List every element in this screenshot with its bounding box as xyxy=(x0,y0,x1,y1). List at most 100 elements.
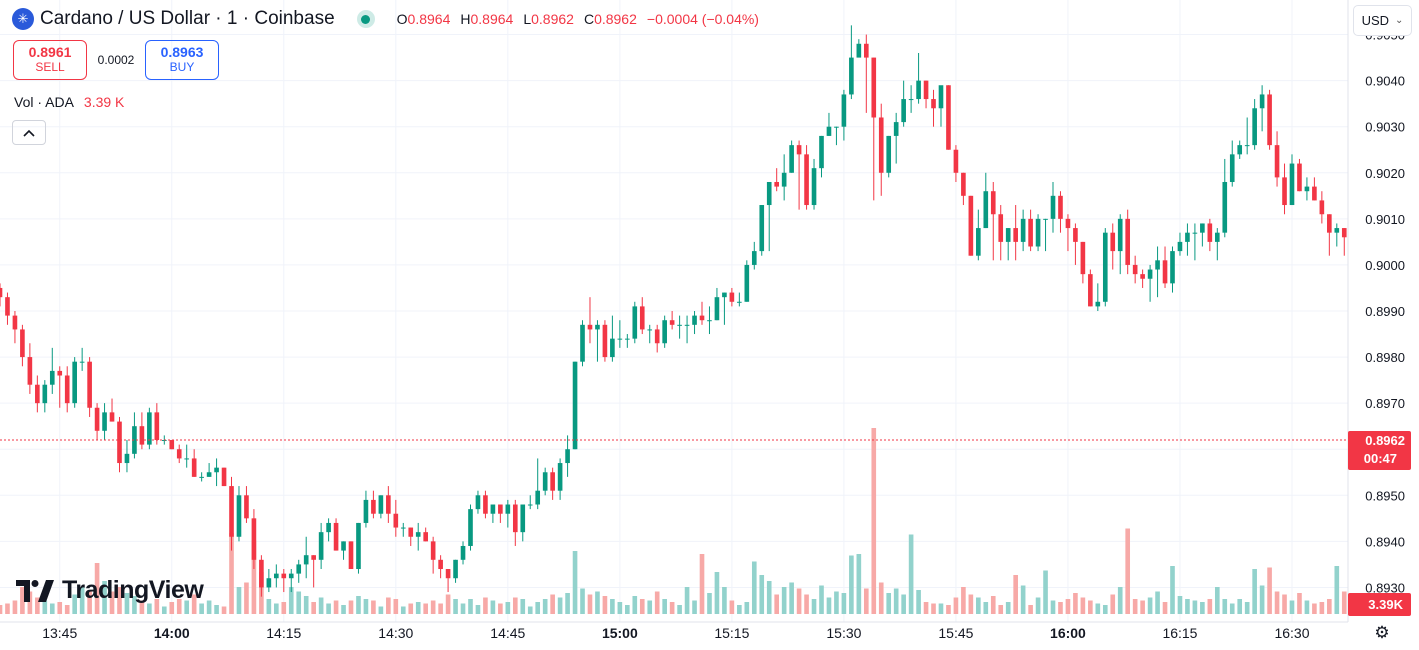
volume-bar xyxy=(1132,599,1138,614)
candle-body xyxy=(176,449,182,459)
volume-legend[interactable]: Vol · ADA 3.39 K xyxy=(14,94,124,110)
high-value: 0.8964 xyxy=(470,11,514,27)
candle-body xyxy=(221,467,227,487)
close-label: C xyxy=(583,11,595,27)
volume-bar xyxy=(199,603,204,614)
candle-body xyxy=(1185,232,1190,242)
volume-bar xyxy=(1185,599,1190,614)
candle-body xyxy=(1020,218,1026,242)
volume-bars xyxy=(0,428,1347,614)
candle-body xyxy=(1110,232,1116,252)
candle-body xyxy=(1147,269,1153,279)
candle-body xyxy=(1319,200,1325,215)
candle-body xyxy=(20,329,25,358)
candle-body xyxy=(707,320,712,322)
price-axis[interactable]: 0.89300.89400.89500.89600.89700.89800.89… xyxy=(1365,28,1405,596)
currency-select[interactable]: USD ⌄ xyxy=(1353,5,1412,36)
volume-bar xyxy=(206,600,212,614)
sell-button[interactable]: 0.8961 SELL xyxy=(13,40,87,80)
candle-body xyxy=(1028,218,1033,247)
candle-body xyxy=(789,145,794,173)
time-axis[interactable]: 13:45 14:00 14:15 14:30 14:45 15:00 15:15 15:30… xyxy=(42,625,1309,641)
candle-body xyxy=(124,453,130,464)
gear-icon[interactable]: ⚙ xyxy=(1374,623,1390,642)
time-tick-label: 14:45 xyxy=(490,625,525,641)
volume-bar xyxy=(64,605,70,614)
volume-bar xyxy=(1244,602,1250,614)
candle-body xyxy=(677,324,682,326)
collapse-legend-button[interactable] xyxy=(12,120,46,145)
volume-bar xyxy=(1050,600,1056,614)
volume-bar xyxy=(1095,603,1101,614)
candle-body xyxy=(759,205,765,252)
volume-bar xyxy=(288,587,294,614)
tradingview-brand: TradingView xyxy=(62,576,204,604)
volume-bar xyxy=(87,590,92,614)
candle-body xyxy=(871,57,877,118)
candle-body xyxy=(288,573,294,579)
volume-bar xyxy=(744,602,750,614)
candle-body xyxy=(796,145,802,155)
chevron-down-icon: ⌄ xyxy=(1395,15,1404,26)
candle-body xyxy=(259,559,264,588)
buy-button[interactable]: 0.8963 BUY xyxy=(145,40,219,80)
candle-body xyxy=(1088,274,1093,307)
candle-body xyxy=(139,426,145,445)
volume-bar xyxy=(20,587,25,614)
candle-body xyxy=(72,361,77,404)
volume-bar xyxy=(117,587,122,614)
volume-bar xyxy=(1073,593,1078,614)
volume-bar xyxy=(766,581,772,614)
candle-body xyxy=(938,85,944,109)
volume-bar xyxy=(841,593,847,614)
volume-bar xyxy=(774,594,780,614)
cardano-icon: ✳ xyxy=(12,8,34,30)
time-tick-label: 14:30 xyxy=(378,625,413,641)
candle-body xyxy=(602,324,608,358)
candle-body xyxy=(191,458,197,477)
price-tick-label: 0.8970 xyxy=(1365,396,1405,411)
volume-bar xyxy=(460,603,466,614)
volume-bar xyxy=(692,600,697,614)
volume-bar xyxy=(42,600,48,614)
volume-bar xyxy=(677,605,682,614)
volume-bar xyxy=(161,606,167,614)
volume-bar xyxy=(176,599,182,614)
candle-body xyxy=(1327,214,1332,233)
volume-bar xyxy=(931,603,936,614)
volume-bar xyxy=(214,605,219,614)
candle-body xyxy=(819,135,824,169)
tradingview-logo[interactable]: TradingView xyxy=(16,576,204,605)
close-value: 0.8962 xyxy=(594,11,637,27)
candle-body xyxy=(617,338,623,340)
candle-body xyxy=(356,522,361,570)
symbol-title[interactable]: Cardano / US Dollar · 1 · Coinbase xyxy=(40,8,335,29)
volume-bar xyxy=(1043,570,1048,614)
candle-body xyxy=(341,541,346,551)
candle-body xyxy=(610,338,615,358)
volume-bar xyxy=(303,596,309,614)
last-price-value: 0.8962 xyxy=(1365,433,1405,448)
candle-body xyxy=(1259,94,1265,109)
volume-bar xyxy=(124,593,130,614)
candle-body xyxy=(303,555,309,565)
candle-body xyxy=(1229,154,1235,182)
candle-body xyxy=(729,292,735,302)
volume-bar xyxy=(923,602,929,614)
volume-bar xyxy=(535,602,541,614)
volume-bar xyxy=(348,600,354,614)
currency-label: USD xyxy=(1361,13,1390,28)
volume-bar xyxy=(916,590,921,614)
time-tick-label: 16:00 xyxy=(1050,625,1086,641)
volume-bar xyxy=(184,600,190,614)
volume-bar xyxy=(625,605,630,614)
candle-body xyxy=(774,181,780,187)
volume-bar xyxy=(1259,585,1265,614)
candle-body xyxy=(79,361,85,363)
candle-body xyxy=(1192,232,1198,234)
candle-body xyxy=(229,486,234,537)
volume-bar xyxy=(759,575,765,614)
volume-bar xyxy=(512,597,518,614)
volume-bar xyxy=(27,591,33,614)
